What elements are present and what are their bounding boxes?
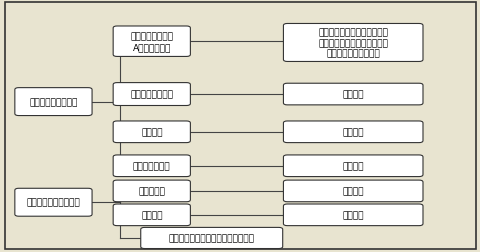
- FancyBboxPatch shape: [113, 204, 190, 226]
- FancyBboxPatch shape: [15, 188, 92, 216]
- FancyBboxPatch shape: [15, 88, 92, 116]
- Text: 贝丁酸类药: 贝丁酸类药: [138, 187, 165, 196]
- Text: 烟酸类药: 烟酸类药: [141, 210, 162, 219]
- FancyBboxPatch shape: [283, 121, 422, 143]
- Text: 高纯度鱼油（多烯不饱和脂肪酸类）: 高纯度鱼油（多烯不饱和脂肪酸类）: [168, 234, 254, 242]
- FancyBboxPatch shape: [283, 24, 422, 62]
- Text: 主要降三酰甘油的药物: 主要降三酰甘油的药物: [26, 198, 80, 207]
- Text: 抗氧化剂: 抗氧化剂: [141, 128, 162, 137]
- Text: 依折麦布: 依折麦布: [342, 90, 363, 99]
- Text: 非诺贝特: 非诺贝特: [342, 187, 363, 196]
- Text: 洛伐他汀、普伐他汀、辛伐他
汀、氟伐他汀、阿托伐他汀、
瑞舒伐他汀、匹伐他汀: 洛伐他汀、普伐他汀、辛伐他 汀、氟伐他汀、阿托伐他汀、 瑞舒伐他汀、匹伐他汀: [318, 28, 387, 58]
- FancyBboxPatch shape: [283, 180, 422, 202]
- FancyBboxPatch shape: [113, 83, 190, 106]
- Text: 胆固醇吸收抑制剂: 胆固醇吸收抑制剂: [130, 90, 173, 99]
- FancyBboxPatch shape: [141, 228, 282, 248]
- Text: 普罗布考: 普罗布考: [342, 128, 363, 137]
- FancyBboxPatch shape: [283, 155, 422, 177]
- Text: 考来烯胺: 考来烯胺: [342, 162, 363, 171]
- FancyBboxPatch shape: [113, 27, 190, 57]
- Text: 羟甲基戊二酰辅酶
A还原酶抑制剂: 羟甲基戊二酰辅酶 A还原酶抑制剂: [130, 32, 173, 52]
- FancyBboxPatch shape: [283, 204, 422, 226]
- FancyBboxPatch shape: [283, 84, 422, 105]
- FancyBboxPatch shape: [113, 155, 190, 177]
- Text: 胆汁酸结合树脂: 胆汁酸结合树脂: [132, 162, 170, 171]
- Text: 主要降胆固醇的药物: 主要降胆固醇的药物: [29, 98, 77, 107]
- FancyBboxPatch shape: [113, 180, 190, 202]
- Text: 阿昔莫司: 阿昔莫司: [342, 210, 363, 219]
- FancyBboxPatch shape: [113, 121, 190, 143]
